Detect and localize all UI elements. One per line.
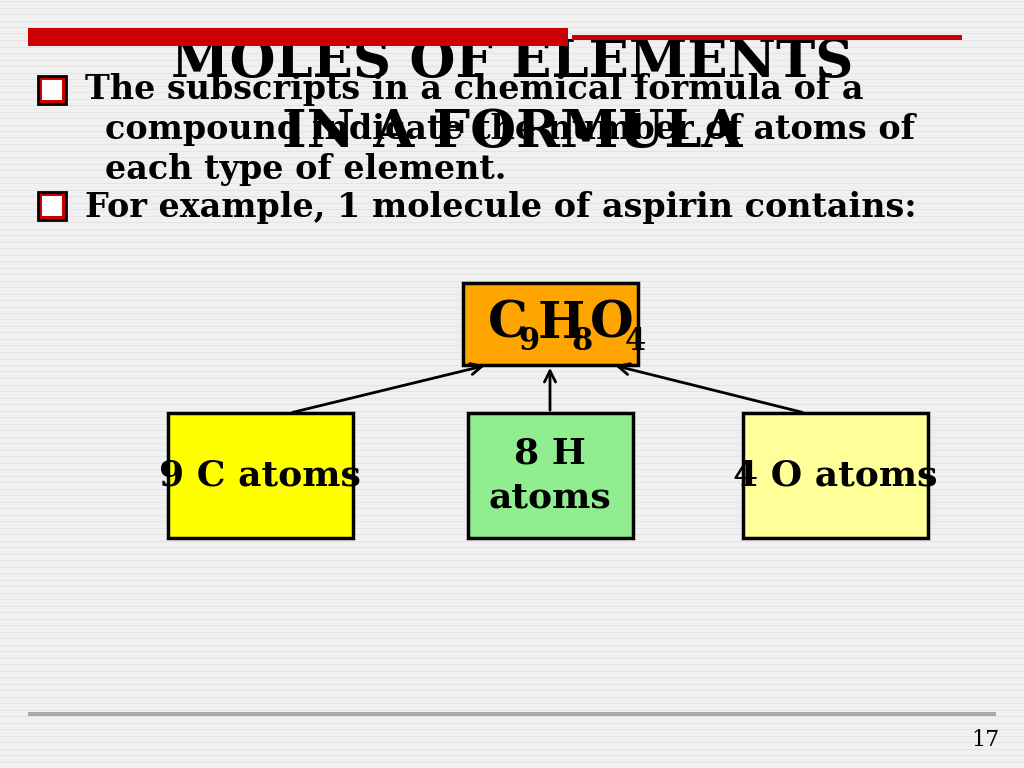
Text: 8: 8 <box>571 326 592 356</box>
Bar <box>42 196 62 216</box>
Text: 4 O atoms: 4 O atoms <box>733 458 937 492</box>
Bar <box>468 413 633 538</box>
Text: 17: 17 <box>972 729 1000 751</box>
Text: 8 H
atoms: 8 H atoms <box>488 436 611 515</box>
Bar <box>38 192 66 220</box>
Text: IN A FORMULA: IN A FORMULA <box>282 108 742 158</box>
Bar <box>28 712 996 716</box>
Bar <box>42 80 62 100</box>
Text: The subscripts in a chemical formula of a: The subscripts in a chemical formula of … <box>85 73 863 106</box>
Text: C: C <box>488 300 528 349</box>
Text: MOLES OF ELEMENTS: MOLES OF ELEMENTS <box>171 38 853 88</box>
Bar <box>463 283 638 365</box>
Bar <box>168 413 352 538</box>
Bar <box>742 413 928 538</box>
Text: 9 C atoms: 9 C atoms <box>159 458 360 492</box>
Bar <box>572 35 962 39</box>
Text: 4: 4 <box>625 326 646 356</box>
Text: compound indicate the number of atoms of: compound indicate the number of atoms of <box>105 113 915 146</box>
Text: each type of element.: each type of element. <box>105 153 507 186</box>
Text: O: O <box>590 300 634 349</box>
Bar <box>28 28 568 46</box>
Text: H: H <box>538 300 586 349</box>
Bar <box>38 76 66 104</box>
Text: For example, 1 molecule of aspirin contains:: For example, 1 molecule of aspirin conta… <box>85 191 916 224</box>
Text: 9: 9 <box>518 326 539 356</box>
